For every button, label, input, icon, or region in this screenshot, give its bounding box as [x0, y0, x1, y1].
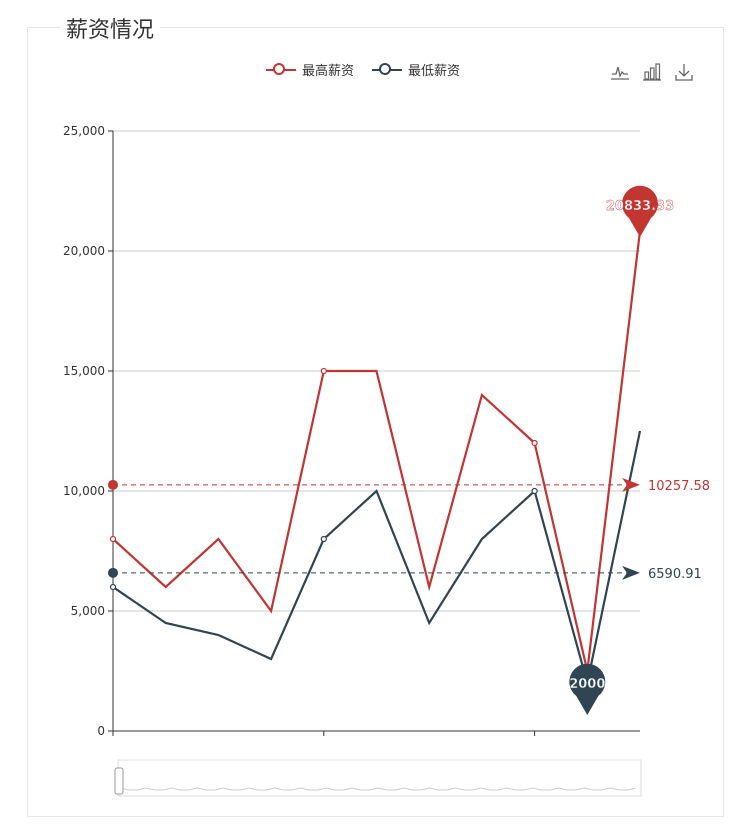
average-line-label: 6590.91 [648, 567, 702, 582]
line-chart-icon[interactable] [610, 62, 630, 82]
data-point [320, 367, 327, 375]
average-line-label: 10257.58 [648, 479, 710, 494]
data-point [531, 439, 538, 447]
y-tick-label: 25,000 [63, 124, 105, 138]
legend-item-min-salary[interactable]: 最低薪资 [372, 60, 460, 79]
data-point [109, 583, 117, 591]
legend-item-max-salary[interactable]: 最高薪资 [266, 60, 354, 79]
data-point [109, 535, 117, 543]
data-point [531, 487, 538, 495]
datazoom-slider [117, 759, 642, 797]
y-tick-label: 0 [97, 724, 105, 738]
legend: 最高薪资 最低薪资 [266, 60, 460, 79]
series-line [112, 230, 642, 672]
y-tick-label: 10,000 [63, 484, 105, 498]
datazoom-preview [119, 787, 637, 791]
mark-point-label: 20833.33 [606, 199, 674, 214]
legend-label-max: 最高薪资 [302, 64, 355, 79]
chart-panel [27, 27, 724, 817]
toolbox [610, 62, 694, 82]
data-point [320, 535, 327, 543]
mark-point-pin [569, 663, 606, 715]
average-line-start [108, 479, 118, 490]
datazoom-handle[interactable] [114, 767, 124, 795]
legend-swatch-max-icon [266, 62, 296, 77]
bar-chart-icon[interactable] [642, 62, 662, 82]
y-tick-label: 15,000 [63, 364, 105, 378]
y-tick-label: 20,000 [63, 244, 105, 258]
legend-label-min: 最低薪资 [408, 64, 461, 79]
legend-swatch-min-icon [372, 62, 403, 77]
panel-title: 薪资情况 [60, 12, 161, 44]
average-line-arrow [622, 565, 640, 580]
average-line-arrow [622, 477, 640, 492]
average-line-start [108, 567, 118, 578]
y-tick-label: 5,000 [71, 604, 105, 618]
mark-point-pin [622, 185, 659, 238]
series-line [112, 430, 642, 684]
mark-point-label: 2000 [569, 677, 605, 692]
download-icon[interactable] [674, 62, 694, 82]
